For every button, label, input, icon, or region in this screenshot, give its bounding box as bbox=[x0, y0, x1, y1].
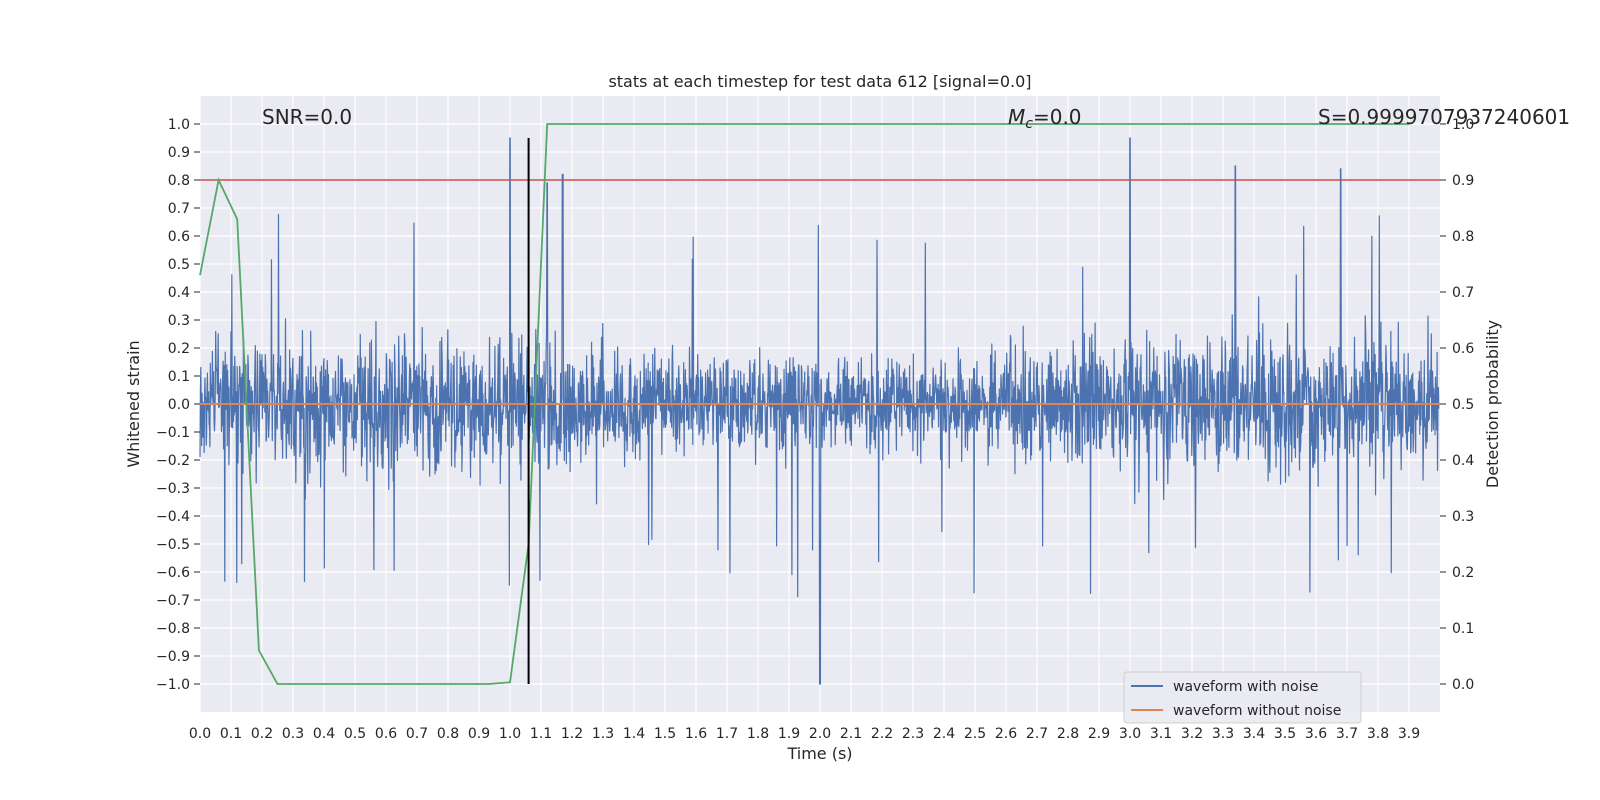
y-tick-label: 0.0 bbox=[168, 397, 190, 413]
x-tick-label: 2.7 bbox=[1026, 726, 1048, 742]
x-tick-label: 0.1 bbox=[220, 726, 242, 742]
plot-series bbox=[199, 123, 1440, 685]
y2-axis-label: Detection probability bbox=[1483, 320, 1502, 488]
y-tick-label: −1.0 bbox=[156, 677, 190, 693]
x-tick-label: 0.3 bbox=[282, 726, 304, 742]
y-tick-label: −0.6 bbox=[156, 565, 190, 581]
y2-tick-label: 0.0 bbox=[1452, 677, 1474, 693]
y-tick-label: 1.0 bbox=[168, 117, 190, 133]
x-tick-label: 0.9 bbox=[468, 726, 490, 742]
y-axis-label: Whitened strain bbox=[124, 340, 143, 467]
x-tick-label: 3.8 bbox=[1367, 726, 1389, 742]
x-tick-label: 0.0 bbox=[189, 726, 211, 742]
x-tick-label: 1.0 bbox=[499, 726, 521, 742]
y-tick-label: 0.7 bbox=[168, 201, 190, 217]
chirp-mass-value: =0.0 bbox=[1033, 105, 1082, 129]
y-tick-label: 0.6 bbox=[168, 229, 190, 245]
y-tick-label: 0.9 bbox=[168, 145, 190, 161]
x-tick-label: 0.2 bbox=[251, 726, 273, 742]
legend-label-clean: waveform without noise bbox=[1173, 703, 1341, 719]
x-tick-label: 2.9 bbox=[1088, 726, 1110, 742]
x-tick-label: 2.0 bbox=[809, 726, 831, 742]
x-tick-label: 1.7 bbox=[716, 726, 738, 742]
x-tick-label: 3.9 bbox=[1398, 726, 1420, 742]
legend: waveform with noise waveform without noi… bbox=[1123, 671, 1362, 724]
y2-tick-label: 0.9 bbox=[1452, 173, 1474, 189]
x-tick-label: 2.4 bbox=[933, 726, 955, 742]
legend-box bbox=[1123, 671, 1362, 724]
y-tick-label: 0.5 bbox=[168, 257, 190, 273]
y2-tick-label: 0.7 bbox=[1452, 285, 1474, 301]
y-tick-label: 0.1 bbox=[168, 369, 190, 385]
y-tick-label: −0.9 bbox=[156, 649, 190, 665]
y2-tick-label: 0.3 bbox=[1452, 509, 1474, 525]
detection-probability-line bbox=[199, 123, 1409, 685]
chirp-mass-subscript: c bbox=[1025, 116, 1033, 132]
x-tick-label: 3.6 bbox=[1305, 726, 1327, 742]
y2-tick-label: 0.5 bbox=[1452, 397, 1474, 413]
x-tick-label: 0.6 bbox=[375, 726, 397, 742]
x-tick-label: 1.6 bbox=[685, 726, 707, 742]
x-tick-label: 2.5 bbox=[964, 726, 986, 742]
x-tick-label: 0.5 bbox=[344, 726, 366, 742]
y-tick-label: 0.8 bbox=[168, 173, 190, 189]
x-tick-label: 3.3 bbox=[1212, 726, 1234, 742]
x-tick-label: 3.2 bbox=[1181, 726, 1203, 742]
snr-annotation: SNR=0.0 bbox=[262, 105, 352, 129]
x-tick-label: 3.4 bbox=[1243, 726, 1265, 742]
y-tick-label: −0.5 bbox=[156, 537, 190, 553]
x-tick-label: 1.2 bbox=[561, 726, 583, 742]
x-tick-label: 2.1 bbox=[840, 726, 862, 742]
y-axis-ticks: 1.0 0.9 0.8 0.7 0.6 0.5 0.4 0.3 0.2 0.1 0.0 −0.1 −0.… bbox=[156, 117, 200, 693]
x-axis-ticks: 0.0 0.1 0.2 0.3 0.4 0.5 0.6 0.7 0.8 0.9 1.0 1.1 1.2 1… bbox=[189, 726, 1420, 742]
y2-axis-ticks: 1.0 0.9 0.8 0.7 0.6 0.5 0.4 0.3 0.2 0.1 0.0 bbox=[1440, 117, 1474, 693]
y2-tick-label: 0.2 bbox=[1452, 565, 1474, 581]
x-tick-label: 3.5 bbox=[1274, 726, 1296, 742]
x-tick-label: 0.8 bbox=[437, 726, 459, 742]
x-tick-label: 1.1 bbox=[530, 726, 552, 742]
y-tick-label: −0.2 bbox=[156, 453, 190, 469]
x-axis-label: Time (s) bbox=[786, 744, 852, 763]
y2-tick-label: 0.8 bbox=[1452, 229, 1474, 245]
y2-tick-label: 0.4 bbox=[1452, 453, 1474, 469]
chart-title: stats at each timestep for test data 612… bbox=[608, 72, 1031, 91]
x-tick-label: 2.8 bbox=[1057, 726, 1079, 742]
y-tick-label: 0.2 bbox=[168, 341, 190, 357]
y-tick-label: −0.3 bbox=[156, 481, 190, 497]
x-tick-label: 1.4 bbox=[623, 726, 645, 742]
x-tick-label: 0.7 bbox=[406, 726, 428, 742]
x-tick-label: 1.3 bbox=[592, 726, 614, 742]
x-tick-label: 2.2 bbox=[871, 726, 893, 742]
x-tick-label: 2.3 bbox=[902, 726, 924, 742]
y-tick-label: −0.7 bbox=[156, 593, 190, 609]
x-tick-label: 1.9 bbox=[778, 726, 800, 742]
x-tick-label: 3.1 bbox=[1150, 726, 1172, 742]
noise-waveform-line bbox=[199, 137, 1440, 685]
y-tick-label: 0.3 bbox=[168, 313, 190, 329]
y2-tick-label: 1.0 bbox=[1452, 117, 1474, 133]
y-tick-label: 0.4 bbox=[168, 285, 190, 301]
legend-label-noise: waveform with noise bbox=[1173, 679, 1318, 695]
x-tick-label: 1.8 bbox=[747, 726, 769, 742]
y-tick-label: −0.4 bbox=[156, 509, 190, 525]
chirp-mass-annotation: Mc=0.0 bbox=[1008, 105, 1082, 132]
statistic-annotation: S=0.9999707937240601 bbox=[1318, 105, 1570, 129]
y2-tick-label: 0.6 bbox=[1452, 341, 1474, 357]
x-tick-label: 0.4 bbox=[313, 726, 335, 742]
x-tick-label: 3.7 bbox=[1336, 726, 1358, 742]
x-tick-label: 3.0 bbox=[1119, 726, 1141, 742]
y-tick-label: −0.8 bbox=[156, 621, 190, 637]
y-tick-label: −0.1 bbox=[156, 425, 190, 441]
y2-tick-label: 0.1 bbox=[1452, 621, 1474, 637]
x-tick-label: 1.5 bbox=[654, 726, 676, 742]
chirp-mass-symbol: M bbox=[1008, 105, 1025, 129]
x-tick-label: 2.6 bbox=[995, 726, 1017, 742]
